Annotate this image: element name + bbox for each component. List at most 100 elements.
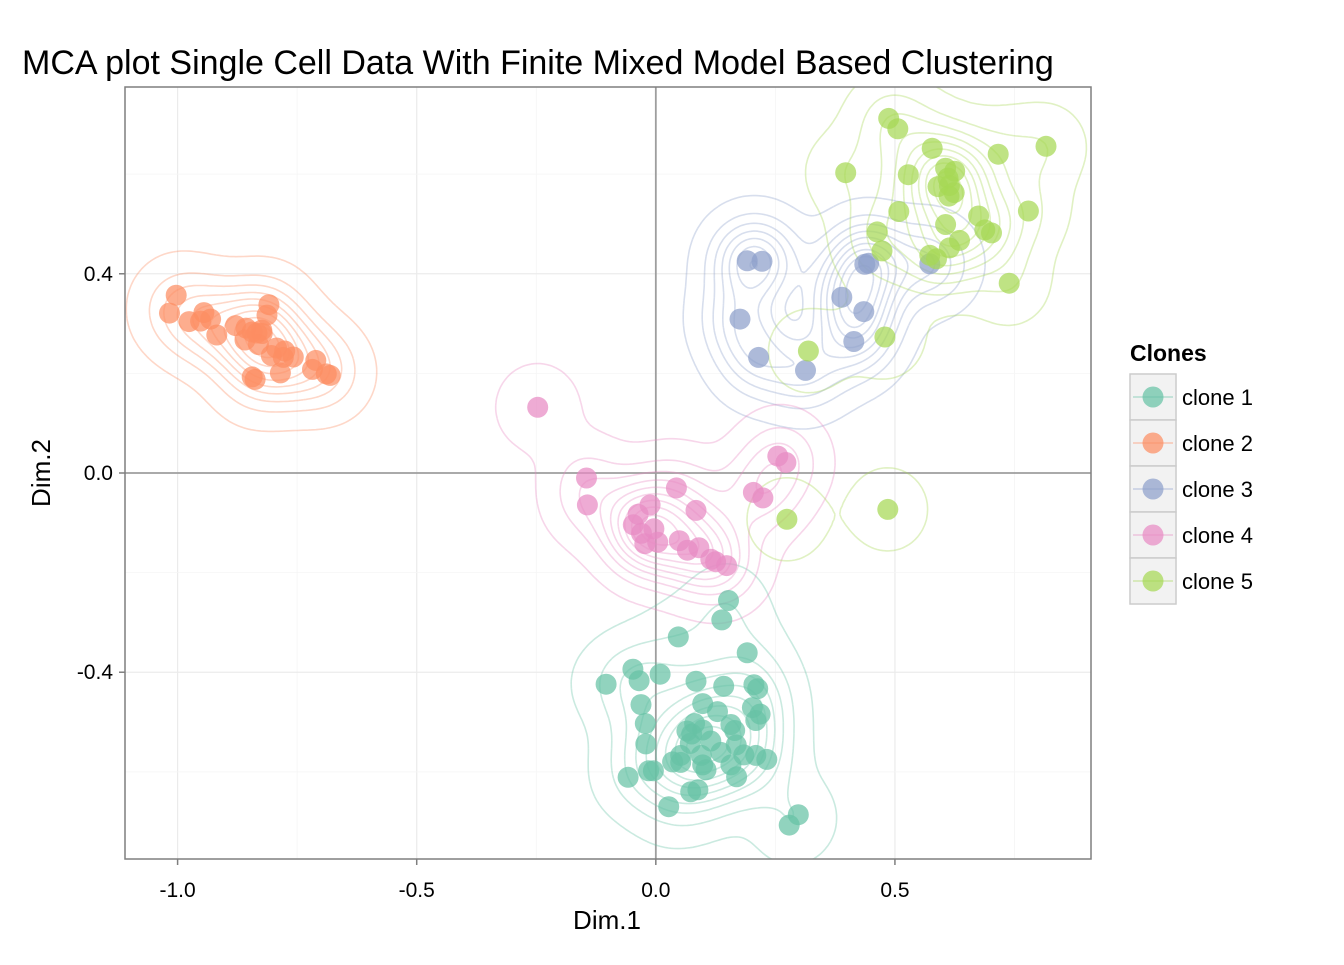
density-contour <box>125 250 378 433</box>
data-point-clone-1 <box>634 713 656 734</box>
data-point-clone-2 <box>206 324 228 346</box>
data-point-clone-1 <box>756 748 778 770</box>
y-axis-ticks: -0.4 0.0 0.4 <box>77 263 125 684</box>
legend-label: clone 4 <box>1182 523 1253 548</box>
data-point-clone-3 <box>751 250 773 272</box>
data-point-clone-3 <box>729 308 751 330</box>
data-point-clone-2 <box>269 362 291 384</box>
data-point-clone-3 <box>748 346 770 368</box>
data-point-clone-5 <box>835 162 857 184</box>
data-point-clone-1 <box>662 751 684 773</box>
legend-item-clone-1: clone 1 <box>1129 373 1253 421</box>
data-point-clone-5 <box>921 137 943 159</box>
data-point-clone-1 <box>635 733 657 755</box>
legend-items: clone 1 clone 2 clone 3 clone 4 clone 5 <box>1129 373 1253 605</box>
legend-item-clone-2: clone 2 <box>1129 419 1253 467</box>
legend-label: clone 2 <box>1182 431 1253 456</box>
data-point-clone-4 <box>647 531 669 553</box>
data-point-clone-3 <box>854 253 876 275</box>
data-point-clone-4 <box>576 494 598 516</box>
data-points <box>159 107 1057 836</box>
x-tick-label: 0.0 <box>641 879 670 902</box>
chart-title: MCA plot Single Cell Data With Finite Mi… <box>22 44 1054 82</box>
density-contour <box>570 563 838 859</box>
data-point-clone-1 <box>667 626 689 648</box>
density-contour <box>721 230 936 386</box>
x-tick-label: -1.0 <box>160 879 196 902</box>
data-point-clone-1 <box>617 766 639 788</box>
data-point-clone-1 <box>711 609 733 631</box>
data-point-clone-1 <box>630 694 652 716</box>
data-point-clone-5 <box>1035 135 1057 157</box>
y-tick-label: -0.4 <box>77 661 114 684</box>
data-point-clone-1 <box>713 675 735 697</box>
data-point-clone-5 <box>888 201 910 222</box>
density-contour <box>682 194 986 430</box>
legend-label: clone 1 <box>1182 385 1253 410</box>
x-tick-label: -0.5 <box>399 879 435 902</box>
density-contour <box>559 426 814 606</box>
data-point-clone-5 <box>776 508 798 530</box>
y-tick-label: 0.0 <box>84 462 113 485</box>
data-point-clone-5 <box>987 143 1009 165</box>
data-point-clone-4 <box>716 555 738 577</box>
data-point-clone-5 <box>874 326 896 348</box>
data-point-clone-2 <box>165 284 187 306</box>
data-point-clone-1 <box>747 678 769 700</box>
density-contour <box>599 602 795 827</box>
data-point-clone-5 <box>998 272 1020 294</box>
data-point-clone-5 <box>797 340 819 362</box>
data-point-clone-1 <box>726 766 748 788</box>
y-axis-label: Dim.2 <box>26 439 56 507</box>
data-point-clone-2 <box>190 310 212 332</box>
data-point-clone-1 <box>658 796 680 818</box>
legend-item-clone-3: clone 3 <box>1129 465 1253 513</box>
data-point-clone-2 <box>159 302 180 324</box>
data-point-clone-5 <box>877 498 899 520</box>
legend-item-clone-5: clone 5 <box>1129 557 1253 605</box>
data-point-clone-5 <box>866 221 888 243</box>
density-contour <box>609 486 733 581</box>
x-axis-label: Dim.1 <box>573 905 641 935</box>
data-point-clone-1 <box>687 779 709 801</box>
density-contour <box>712 222 952 398</box>
data-point-clone-5 <box>981 222 1002 244</box>
legend-item-clone-4: clone 4 <box>1129 511 1253 559</box>
legend-key-point <box>1142 570 1164 592</box>
reference-lines <box>125 87 1091 859</box>
data-point-clone-1 <box>649 663 671 685</box>
data-point-clone-1 <box>642 760 664 782</box>
data-point-clone-4 <box>685 499 707 521</box>
legend-key-point <box>1142 432 1164 454</box>
data-point-clone-4 <box>752 487 774 509</box>
data-point-clone-3 <box>853 301 875 323</box>
data-point-clone-1 <box>736 642 758 664</box>
data-point-clone-3 <box>795 359 816 381</box>
data-point-clone-4 <box>527 396 549 418</box>
data-point-clone-5 <box>926 248 947 270</box>
data-point-clone-1 <box>685 670 707 692</box>
data-point-clone-2 <box>244 368 266 390</box>
legend-label: clone 3 <box>1182 477 1253 502</box>
grid-lines <box>125 87 1091 859</box>
legend-title: Clones <box>1130 340 1207 366</box>
data-point-clone-2 <box>256 304 278 326</box>
legend-key-point <box>1142 524 1164 546</box>
x-tick-label: 0.5 <box>880 879 909 902</box>
data-point-clone-1 <box>718 590 739 611</box>
data-point-clone-1 <box>628 670 650 692</box>
legend-label: clone 5 <box>1182 569 1253 594</box>
density-contour <box>701 212 966 410</box>
data-point-clone-3 <box>736 250 758 272</box>
data-point-clone-4 <box>576 467 597 489</box>
density-contour <box>494 362 836 625</box>
data-point-clone-2 <box>319 364 341 386</box>
data-point-clone-4 <box>775 452 797 473</box>
data-point-clone-1 <box>745 710 767 731</box>
data-point-clone-1 <box>778 814 800 836</box>
data-point-clone-5 <box>1017 200 1039 222</box>
legend-key-point <box>1142 386 1164 408</box>
